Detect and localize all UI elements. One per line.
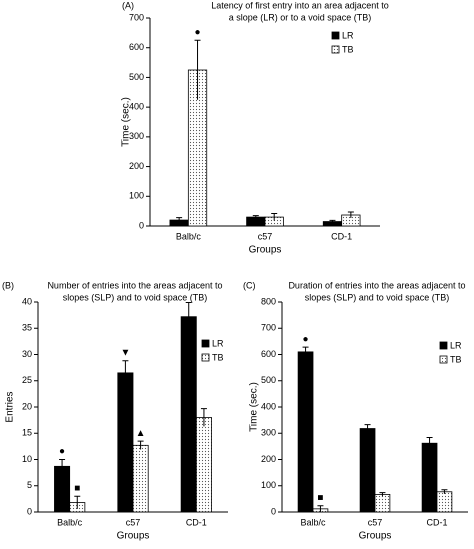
legend-label: TB [212,352,224,362]
legend-swatch [201,339,210,348]
significance-marker: ▲ [136,428,146,439]
error-bar [176,217,183,223]
y-tick-label: 100 [129,191,144,201]
y-tick-label: 300 [261,428,276,438]
significance-marker: ▼ [120,347,130,358]
legend-swatch [201,353,210,362]
panel-label: (B) [2,280,14,290]
x-axis-label: Groups [359,531,392,542]
y-tick-label: 600 [261,349,276,359]
bar [180,316,197,513]
legend-label: LR [450,340,462,350]
legend-swatch [331,45,340,54]
panel-label: (A) [122,0,134,10]
y-tick-label: 5 [27,480,32,490]
y-tick-label: 30 [22,349,32,359]
y-tick-label: 700 [129,12,144,22]
significance-marker: ● [195,27,201,38]
error-bar [194,39,201,100]
bar [54,465,71,513]
significance-marker: ● [303,334,309,345]
chart-title: slopes (SLP) and to void space (TB) [305,292,450,302]
y-tick-label: 0 [271,506,276,516]
x-tick-label: c57 [126,517,141,527]
y-tick-label: 25 [22,375,32,385]
error-bar [379,492,386,497]
x-tick-label: Balb/c [176,231,202,241]
error-bar [441,489,448,494]
x-tick-label: Balb/c [300,517,326,527]
error-bar [185,302,192,331]
error-bar [122,360,129,385]
y-tick-label: 700 [261,323,276,333]
error-bar [74,495,81,509]
chart-title: a slope (LR) or to a void space (TB) [229,12,372,22]
y-tick-label: 200 [261,454,276,464]
x-tick-label: c57 [258,231,273,241]
error-bar [317,505,324,512]
panel-label: (C) [243,280,256,290]
y-tick-label: 800 [261,296,276,306]
y-axis-label: Time (sec.) [121,97,132,147]
bar [436,491,453,513]
error-bar [137,440,144,450]
legend-label: LR [342,30,354,40]
y-tick-label: 400 [129,102,144,112]
x-axis-label: Groups [249,245,282,256]
chart-title: slopes (SLP) and to void space (TB) [63,292,208,302]
y-tick-label: 500 [261,375,276,385]
bar [132,444,149,513]
y-tick-label: 35 [22,323,32,333]
bar [359,428,376,513]
significance-marker: ■ [317,492,323,503]
chart-title: Number of entries into the areas adjacen… [47,280,222,290]
significance-marker: ● [59,446,65,457]
y-tick-label: 600 [129,42,144,52]
error-bar [364,424,371,433]
y-tick-label: 400 [261,401,276,411]
bar [195,417,212,513]
bar [297,351,314,513]
y-tick-label: 100 [261,480,276,490]
legend-swatch [439,355,448,364]
bar [374,494,391,513]
legend-label: TB [342,44,354,54]
error-bar [302,346,309,357]
legend-swatch [439,341,448,350]
error-bar [252,215,259,219]
x-tick-label: CD-1 [426,517,447,527]
legend-swatch [331,31,340,40]
significance-marker: ■ [74,483,80,494]
error-bar [329,219,336,223]
y-tick-label: 20 [22,401,32,411]
bar [421,442,438,513]
y-axis-label: Time (sec.) [249,382,260,432]
x-tick-label: c57 [368,517,383,527]
x-tick-label: CD-1 [186,517,207,527]
y-tick-label: 300 [129,131,144,141]
error-bar [271,213,278,221]
legend-label: TB [450,354,462,364]
bar [117,372,134,513]
y-tick-label: 500 [129,72,144,82]
error-bar [200,408,207,427]
y-tick-label: 40 [22,296,32,306]
y-tick-label: 10 [22,454,32,464]
chart-title: Duration of entries into the areas adjac… [288,280,465,290]
y-tick-label: 15 [22,428,32,438]
x-axis-label: Groups [117,531,150,542]
y-tick-label: 200 [129,161,144,171]
legend-label: LR [212,338,224,348]
x-tick-label: Balb/c [57,517,83,527]
y-tick-label: 0 [139,220,144,230]
error-bar [426,436,433,449]
x-tick-label: CD-1 [331,231,352,241]
error-bar [59,459,66,474]
y-axis-label: Entries [5,391,16,422]
chart-title: Latency of first entry into an area adja… [211,0,389,10]
error-bar [347,211,354,218]
y-tick-label: 0 [27,506,32,516]
